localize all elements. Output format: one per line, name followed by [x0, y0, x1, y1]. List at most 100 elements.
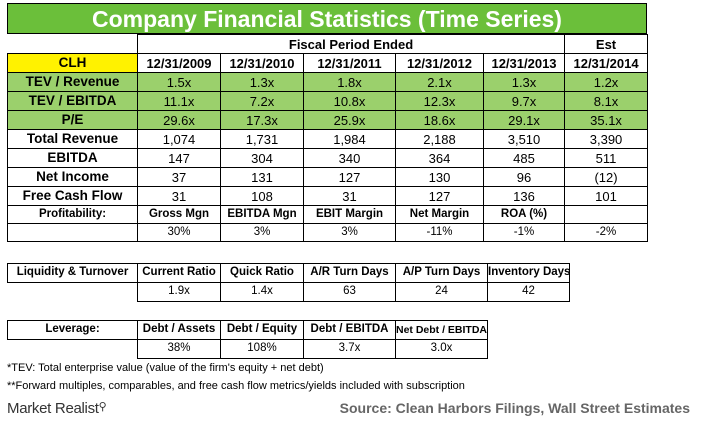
- financial-row: Free Cash Flow 31 108 31 127 136 101: [7, 186, 649, 206]
- value-cell: 29.1x: [482, 110, 566, 130]
- leverage-label: Leverage:: [7, 320, 138, 340]
- leverage-value: 3.7x: [303, 339, 396, 359]
- page-title: Company Financial Statistics (Time Serie…: [7, 3, 647, 34]
- value-cell: 364: [395, 148, 484, 168]
- profitability-header: EBITDA Mgn: [220, 205, 304, 224]
- value-cell: 1,731: [220, 129, 304, 149]
- value-cell: 340: [303, 148, 396, 168]
- row-label: EBITDA: [7, 148, 138, 168]
- value-cell: 1.8x: [303, 72, 396, 92]
- value-cell: 127: [395, 186, 484, 206]
- value-cell: 8.1x: [564, 91, 649, 111]
- value-cell: 35.1x: [564, 110, 649, 130]
- value-cell: 1,074: [137, 129, 221, 149]
- value-cell: 511: [564, 148, 649, 168]
- multiple-row: TEV / Revenue 1.5x 1.3x 1.8x 2.1x 1.3x 1.2x: [7, 72, 649, 92]
- value-cell: 3,510: [482, 129, 566, 149]
- profitability-header: Gross Mgn: [137, 205, 221, 224]
- liquidity-value: 42: [487, 282, 570, 302]
- value-cell: 37: [137, 167, 221, 187]
- liquidity-header: A/R Turn Days: [303, 263, 396, 283]
- value-cell: 147: [137, 148, 221, 168]
- financial-stats-table: Fiscal Period Ended Est CLH 12/31/2009 1…: [7, 34, 649, 242]
- value-cell: 96: [482, 167, 566, 187]
- row-label: Free Cash Flow: [7, 186, 138, 206]
- value-cell: 2.1x: [395, 72, 484, 92]
- value-cell: 2,188: [395, 129, 484, 149]
- leverage-value: 3.0x: [395, 339, 488, 359]
- value-cell: 25.9x: [303, 110, 396, 130]
- value-cell: 10.8x: [303, 91, 396, 111]
- value-cell: 18.6x: [395, 110, 484, 130]
- profitability-header: ROA (%): [482, 205, 566, 224]
- value-cell: 7.2x: [220, 91, 304, 111]
- multiple-row: TEV / EBITDA 11.1x 7.2x 10.8x 12.3x 9.7x 8.1x: [7, 91, 649, 111]
- liquidity-table: Liquidity & Turnover Current Ratio Quick…: [7, 263, 570, 302]
- leverage-header: Debt / Assets: [137, 320, 221, 340]
- financial-row: EBITDA 147 304 340 364 485 511: [7, 148, 649, 168]
- liquidity-value: 24: [395, 282, 488, 302]
- profitability-header: [564, 205, 649, 224]
- profitability-value: 3%: [220, 223, 304, 242]
- value-cell: 9.7x: [482, 91, 566, 111]
- value-cell: 1.2x: [564, 72, 649, 92]
- footnote-forward: **Forward multiples, comparables, and fr…: [7, 380, 465, 392]
- value-cell: 127: [303, 167, 396, 187]
- financial-row: Total Revenue 1,074 1,731 1,984 2,188 3,510 3,…: [7, 129, 649, 149]
- footnote-tev: *TEV: Total enterprise value (value of t…: [7, 362, 324, 374]
- profitability-value: -2%: [564, 223, 649, 242]
- profitability-value: -11%: [395, 223, 484, 242]
- value-cell: 17.3x: [220, 110, 304, 130]
- liquidity-header: A/P Turn Days: [395, 263, 488, 283]
- row-label: TEV / EBITDA: [7, 91, 138, 111]
- period-header: 12/31/2009: [137, 53, 221, 73]
- profitability-header: Net Margin: [395, 205, 484, 224]
- leverage-value: 38%: [137, 339, 221, 359]
- liquidity-label: Liquidity & Turnover: [7, 263, 138, 283]
- period-header: 12/31/2014: [564, 53, 649, 73]
- value-cell: 304: [220, 148, 304, 168]
- profitability-header: EBIT Margin: [303, 205, 396, 224]
- source-note: Source: Clean Harbors Filings, Wall Stre…: [339, 400, 690, 416]
- value-cell: 101: [564, 186, 649, 206]
- value-cell: 29.6x: [137, 110, 221, 130]
- period-header: 12/31/2011: [303, 53, 396, 73]
- row-label: P/E: [7, 110, 138, 130]
- liquidity-header: Inventory Days: [487, 263, 570, 283]
- multiple-row: P/E 29.6x 17.3x 25.9x 18.6x 29.1x 35.1x: [7, 110, 649, 130]
- liquidity-value: 63: [303, 282, 396, 302]
- value-cell: 130: [395, 167, 484, 187]
- value-cell: 136: [482, 186, 566, 206]
- value-cell: 1,984: [303, 129, 396, 149]
- value-cell: 12.3x: [395, 91, 484, 111]
- leverage-value: 108%: [220, 339, 304, 359]
- value-cell: 108: [220, 186, 304, 206]
- financial-row: Net Income 37 131 127 130 96 (12): [7, 167, 649, 187]
- value-cell: 31: [303, 186, 396, 206]
- liquidity-header: Current Ratio: [137, 263, 221, 283]
- leverage-header: Debt / Equity: [220, 320, 304, 340]
- value-cell: (12): [564, 167, 649, 187]
- leverage-header: Net Debt / EBITDA: [395, 320, 488, 340]
- value-cell: 485: [482, 148, 566, 168]
- period-header: 12/31/2013: [482, 53, 566, 73]
- row-label: TEV / Revenue: [7, 72, 138, 92]
- liquidity-value: 1.4x: [220, 282, 304, 302]
- liquidity-header: Quick Ratio: [220, 263, 304, 283]
- magnifier-icon: ⚲: [98, 401, 107, 413]
- liquidity-value: 1.9x: [137, 282, 221, 302]
- value-cell: 11.1x: [137, 91, 221, 111]
- row-label: Net Income: [7, 167, 138, 187]
- period-header: 12/31/2012: [395, 53, 484, 73]
- logo-text: Market Realist: [7, 400, 99, 417]
- value-cell: 31: [137, 186, 221, 206]
- profitability-label: Profitability:: [7, 205, 138, 224]
- value-cell: 131: [220, 167, 304, 187]
- ticker-cell: CLH: [7, 53, 138, 73]
- fiscal-period-header: Fiscal Period Ended: [136, 34, 566, 54]
- est-header: Est: [564, 34, 649, 54]
- row-label: Total Revenue: [7, 129, 138, 149]
- leverage-table: Leverage: Debt / Assets Debt / Equity De…: [7, 320, 488, 359]
- market-realist-logo: Market Realist⚲: [7, 400, 107, 417]
- profitability-value: 30%: [137, 223, 221, 242]
